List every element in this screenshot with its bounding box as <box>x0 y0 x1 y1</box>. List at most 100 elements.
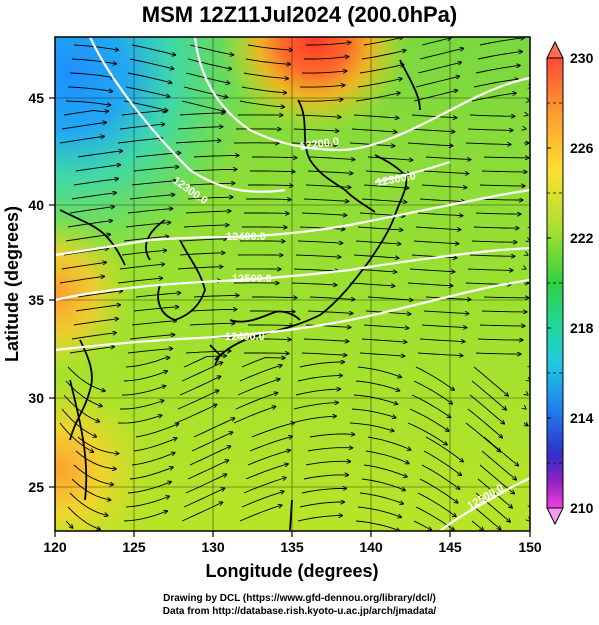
streamline <box>469 255 515 256</box>
chart-title: MSM 12Z11Jul2024 (200.0hPa) <box>141 2 458 27</box>
streamline <box>349 422 394 431</box>
streamline <box>357 79 402 88</box>
streamline <box>409 268 455 272</box>
streamline <box>237 379 280 396</box>
x-tick-label: 120 <box>43 539 67 555</box>
y-tick-label: 30 <box>28 390 44 406</box>
streamline <box>133 438 177 452</box>
streamline <box>353 114 399 118</box>
streamline <box>119 124 165 130</box>
streamline <box>473 506 501 530</box>
streamline <box>65 234 111 242</box>
streamline <box>187 197 233 200</box>
streamline <box>413 520 432 530</box>
streamline <box>233 406 276 424</box>
streamline <box>363 464 407 477</box>
streamline <box>75 305 121 312</box>
y-tick-label: 25 <box>28 479 44 495</box>
streamline <box>177 267 223 270</box>
streamline <box>417 352 463 356</box>
streamline <box>61 262 107 270</box>
streamline <box>355 240 401 244</box>
contour-label: 12400.0 <box>225 331 265 343</box>
credit-drawing: Drawing by DCL (https://www.gfd-dennou.o… <box>163 593 436 604</box>
streamline <box>349 282 395 286</box>
streamline <box>73 319 119 326</box>
streamline <box>307 448 353 452</box>
streamline <box>419 338 465 342</box>
streamline <box>425 296 471 300</box>
streamline <box>303 475 349 480</box>
streamline <box>71 193 117 200</box>
streamline <box>69 492 108 516</box>
streamline <box>475 492 510 522</box>
contour-label: 12400.0 <box>226 231 266 243</box>
streamline <box>363 37 403 46</box>
streamline <box>473 227 519 228</box>
streamline <box>127 209 173 214</box>
streamline <box>185 211 231 214</box>
streamline <box>471 520 484 531</box>
streamline <box>69 207 115 214</box>
streamline <box>125 496 170 508</box>
streamline <box>421 184 467 188</box>
streamline <box>481 171 527 172</box>
streamline <box>129 195 175 200</box>
streamline <box>421 38 451 46</box>
x-tick-label: 140 <box>359 539 383 555</box>
streamline <box>59 422 94 452</box>
streamline <box>481 450 517 480</box>
streamline <box>125 86 170 97</box>
streamline <box>246 199 291 200</box>
streamline <box>481 311 527 312</box>
streamline <box>241 358 285 368</box>
streamline <box>297 99 343 101</box>
streamline <box>301 352 347 355</box>
streamline <box>299 502 345 508</box>
streamline <box>133 307 179 312</box>
streamline <box>411 394 451 418</box>
streamline <box>411 254 457 258</box>
streamline <box>191 432 233 452</box>
streamline <box>123 236 169 242</box>
streamline <box>291 282 337 285</box>
colorbar-tick-label: 222 <box>570 230 594 246</box>
streamline <box>77 151 123 158</box>
streamline <box>299 85 345 87</box>
streamline <box>413 380 453 404</box>
streamline <box>301 212 347 215</box>
streamline <box>469 115 515 116</box>
streamline <box>239 100 285 107</box>
streamline <box>297 516 343 522</box>
x-tick-label: 125 <box>122 539 146 555</box>
streamline <box>467 408 503 438</box>
streamline <box>309 296 355 300</box>
streamline <box>417 492 456 517</box>
streamline <box>477 52 522 60</box>
streamline <box>67 506 101 530</box>
streamline <box>241 86 287 93</box>
streamline <box>185 474 227 494</box>
streamline <box>483 297 529 298</box>
streamline <box>303 338 349 341</box>
streamline <box>297 240 343 243</box>
streamline <box>67 86 113 91</box>
streamline <box>187 58 232 69</box>
streamline <box>247 450 290 466</box>
streamline <box>367 296 413 300</box>
streamline <box>239 505 282 522</box>
streamline <box>245 58 291 64</box>
streamline <box>359 492 404 504</box>
streamline <box>469 394 505 424</box>
streamline <box>177 390 219 410</box>
streamline <box>417 62 462 74</box>
streamline <box>247 44 293 50</box>
streamline <box>69 347 115 354</box>
streamline <box>361 50 406 60</box>
streamline <box>121 111 167 116</box>
streamline <box>419 198 465 202</box>
wind-streamlines <box>59 37 542 531</box>
streamline <box>191 309 237 311</box>
streamline <box>120 400 164 410</box>
y-tick-label: 40 <box>28 197 44 213</box>
